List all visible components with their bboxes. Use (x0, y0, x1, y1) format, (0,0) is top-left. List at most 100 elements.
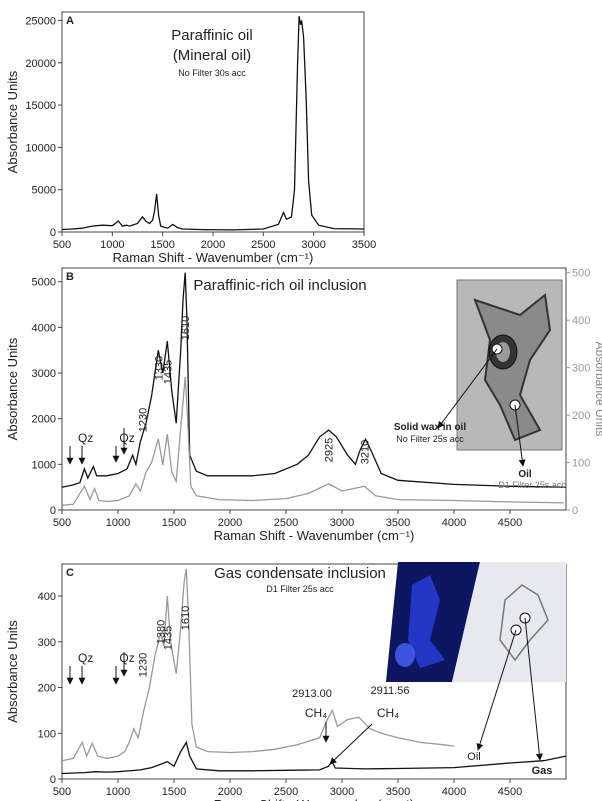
y-tick-label: 4000 (32, 322, 56, 334)
peak-label: 1610 (180, 606, 192, 630)
x-axis-label: Raman Shift - Wavenumber (cm⁻¹) (214, 797, 415, 801)
plot-frame-A (61, 11, 365, 233)
fluorescence-glow (408, 575, 445, 668)
gas-pointer-arrow (524, 617, 543, 761)
wax-pointer-arrow (437, 348, 498, 429)
peak-label: 1230 (138, 653, 150, 677)
x-tick-label: 4500 (498, 786, 522, 798)
peak-label: 3210 (359, 440, 371, 464)
ch4-label: CH₄ (305, 706, 327, 720)
y2-tick-label: 500 (572, 268, 590, 280)
x-tick-label: 500 (53, 239, 71, 251)
chart-title: Gas condensate inclusion (214, 565, 386, 582)
annotation-gas: Gas (532, 765, 553, 777)
peak-label: 1330 (153, 356, 165, 380)
gas-inclusion-outline (499, 584, 549, 662)
series-A-0 (61, 16, 365, 231)
x-tick-label: 2000 (201, 239, 225, 251)
x-tick-label: 2500 (274, 786, 298, 798)
transmitted-light-image (452, 562, 566, 682)
ch4-peak-value: 2911.56 (371, 685, 410, 697)
y-tick-label: 0 (50, 774, 56, 786)
y-tick-label: 5000 (32, 277, 56, 289)
y2-axis-label: Absorbance Units (593, 342, 602, 437)
x-tick-label: 1000 (106, 517, 130, 529)
panel-label: C (66, 567, 74, 579)
y-tick-label: 25000 (25, 15, 56, 27)
fluorescence-spot (395, 643, 415, 667)
x-tick-label: 2500 (274, 517, 298, 529)
annotation-d1-filter: D1 Filter 25s acc (498, 480, 566, 490)
peak-label: 1380 (156, 620, 168, 644)
qz-label: Qz (119, 651, 134, 665)
series-C-1 (61, 740, 567, 775)
qz-label: Qz (119, 431, 134, 445)
qz-label: Qz (78, 651, 93, 665)
x-tick-label: 4000 (442, 786, 466, 798)
chart-title: Paraffinic-rich oil inclusion (193, 277, 366, 294)
y2-tick-label: 0 (572, 505, 578, 517)
x-tick-label: 3000 (330, 517, 354, 529)
y-tick-label: 1000 (32, 459, 56, 471)
annotation-oil: Oil (518, 469, 532, 480)
x-tick-label: 3500 (386, 786, 410, 798)
qz-label: Qz (78, 431, 93, 445)
y-tick-label: 300 (38, 637, 56, 649)
y-tick-label: 20000 (25, 58, 56, 70)
y-tick-label: 5000 (32, 185, 56, 197)
series-C-0 (61, 568, 455, 762)
ch4-arrow-black (329, 723, 373, 765)
y-tick-label: 0 (50, 505, 56, 517)
oil-pointer-arrow (476, 629, 517, 751)
x-tick-label: 1500 (150, 239, 174, 251)
annotation-oil: Oil (467, 751, 480, 763)
x-tick-label: 2000 (218, 786, 242, 798)
chart-subtitle: (Mineral oil) (173, 47, 251, 64)
oil-pointer-arrow (514, 404, 526, 467)
series-B-0 (61, 272, 567, 488)
oil-inclusion-photo (456, 279, 563, 451)
x-tick-label: 2500 (251, 239, 275, 251)
ch4-peak-value: 2913.00 (292, 688, 332, 700)
peak-label: 2925 (324, 438, 336, 462)
peak-label: 1435 (162, 626, 174, 650)
plot-frame-B (61, 267, 567, 511)
y-tick-label: 200 (38, 683, 56, 695)
y-tick-label: 3000 (32, 368, 56, 380)
y-axis-label: Absorbance Units (5, 70, 20, 173)
ch4-label: CH₄ (377, 706, 399, 720)
y-axis-label: Absorbance Units (5, 620, 20, 723)
y2-tick-label: 100 (572, 458, 590, 470)
panel-label: B (66, 271, 74, 283)
x-tick-label: 3000 (301, 239, 325, 251)
chart-title: Paraffinic oil (171, 27, 252, 44)
y-tick-label: 0 (50, 227, 56, 239)
y-tick-label: 400 (38, 591, 56, 603)
y2-tick-label: 300 (572, 363, 590, 375)
gas-inclusion-photo (386, 562, 566, 682)
x-tick-label: 4000 (442, 517, 466, 529)
x-tick-label: 2000 (218, 517, 242, 529)
peak-label: 1230 (138, 408, 150, 432)
x-tick-label: 1000 (106, 786, 130, 798)
y2-tick-label: 400 (572, 315, 590, 327)
y-tick-label: 2000 (32, 414, 56, 426)
peak-label: 1610 (180, 316, 192, 340)
x-tick-label: 3500 (386, 517, 410, 529)
y-axis-label: Absorbance Units (5, 337, 20, 440)
chart-note: No Filter 30s acc (178, 68, 246, 78)
chart-note: D1 Filter 25s acc (266, 584, 334, 594)
panel-label: A (66, 15, 74, 27)
x-tick-label: 1500 (162, 786, 186, 798)
annotation-no-filter: No Filter 25s acc (396, 434, 464, 444)
x-tick-label: 3500 (352, 239, 376, 251)
y-tick-label: 100 (38, 728, 56, 740)
inclusion-outline (473, 293, 552, 442)
x-tick-label: 1500 (162, 517, 186, 529)
x-tick-label: 1000 (100, 239, 124, 251)
x-tick-label: 4500 (498, 517, 522, 529)
y-tick-label: 15000 (25, 100, 56, 112)
x-tick-label: 500 (53, 786, 71, 798)
x-tick-label: 3000 (330, 786, 354, 798)
